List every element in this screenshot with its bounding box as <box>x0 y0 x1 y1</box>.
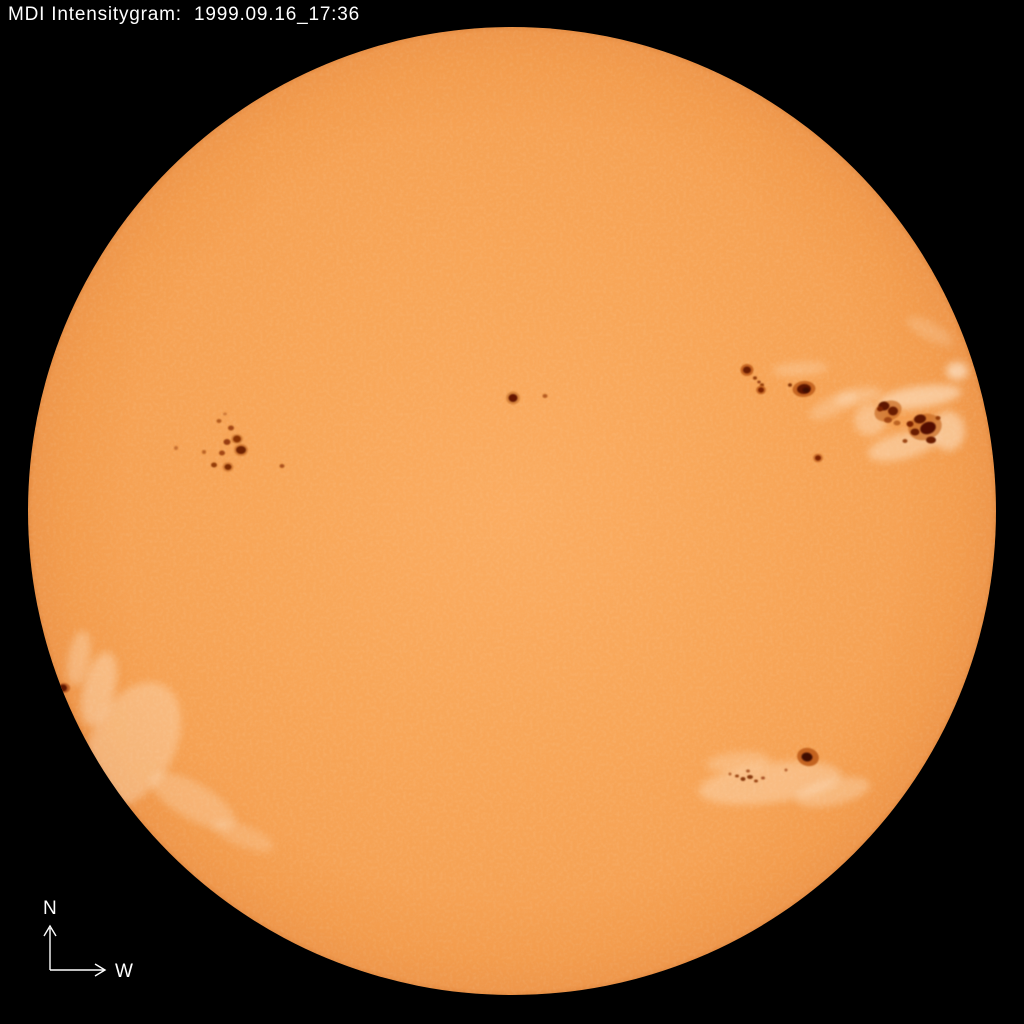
compass-west-label: W <box>115 961 133 982</box>
facula-patch <box>795 777 871 807</box>
facula-patch <box>906 316 954 346</box>
sunspot <box>202 450 206 454</box>
sunspot <box>815 455 821 461</box>
sunspot <box>761 776 765 780</box>
sunspot <box>754 779 758 783</box>
sunspot <box>219 450 225 456</box>
facula-patch <box>67 630 91 686</box>
sunspot <box>743 366 751 374</box>
sunspot <box>223 439 231 445</box>
compass-north-label: N <box>43 898 57 919</box>
facula-patch <box>809 392 857 420</box>
sunspot <box>233 435 241 443</box>
sunspot <box>747 775 753 779</box>
sunspot <box>59 684 67 692</box>
sunspot <box>757 380 761 384</box>
sunspot <box>758 387 764 393</box>
sunspot <box>906 421 914 427</box>
sunspot <box>914 414 926 424</box>
facula-patch <box>80 651 118 727</box>
orientation-compass: N W <box>43 898 133 982</box>
sunspot <box>223 412 227 416</box>
facula-patch <box>212 819 274 853</box>
sunspot <box>910 428 920 436</box>
facula-patch <box>706 751 770 773</box>
sunspot <box>920 421 936 435</box>
sunspot <box>740 777 746 781</box>
sunspot <box>211 462 217 468</box>
facula-patch <box>150 772 236 830</box>
sunspot <box>746 769 750 773</box>
facula-patch <box>772 361 828 377</box>
sunspot <box>508 394 518 402</box>
sunspot-layer <box>58 364 942 783</box>
sunspot <box>926 436 936 444</box>
sunspot <box>884 417 892 423</box>
sunspot <box>877 406 883 412</box>
sunspot <box>784 768 788 772</box>
sunspot <box>735 774 739 778</box>
sunspot <box>888 406 898 416</box>
sunspot <box>236 446 246 454</box>
sunspot <box>788 383 792 387</box>
facula-patch <box>878 384 962 410</box>
sunspot <box>902 439 908 443</box>
sunspot <box>893 420 901 426</box>
sunspot <box>753 376 757 380</box>
sunspot <box>801 752 813 762</box>
sunspot <box>228 425 234 431</box>
sunspot <box>216 419 222 423</box>
sunspot <box>935 416 941 420</box>
sunspot <box>174 446 178 450</box>
sunspot <box>279 464 285 468</box>
compass-west-arrowhead-icon <box>94 963 107 977</box>
image-title: MDI Intensitygram: 1999.09.16_17:36 <box>8 4 360 25</box>
sunspot <box>224 464 232 470</box>
facula-patch <box>946 362 968 380</box>
sunspot <box>728 772 732 776</box>
sunspot <box>542 394 548 398</box>
compass-north-arrowhead-icon <box>43 924 57 937</box>
sunspot <box>802 387 810 393</box>
